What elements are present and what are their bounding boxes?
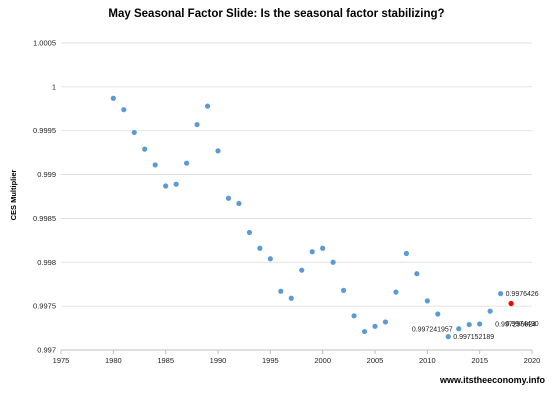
data-point — [330, 259, 336, 265]
data-point — [267, 256, 273, 262]
data-point — [445, 334, 451, 340]
y-tick-label: 1.0005 — [33, 39, 56, 48]
x-tick-label: 1995 — [262, 356, 279, 365]
data-point — [246, 229, 252, 236]
data-point — [110, 95, 116, 101]
data-label: 0.9974430 — [506, 321, 539, 328]
y-tick-label: 0.998 — [37, 258, 56, 267]
data-point — [131, 129, 137, 136]
data-point — [393, 289, 399, 295]
y-tick-label: 0.9985 — [33, 214, 56, 223]
data-point — [508, 300, 514, 307]
data-point — [487, 308, 493, 314]
data-point — [382, 319, 389, 325]
data-point — [435, 311, 441, 317]
data-label: 0.997296824 — [495, 321, 536, 328]
data-point — [414, 271, 420, 277]
data-point — [142, 146, 148, 152]
data-point — [204, 103, 211, 109]
data-point — [288, 295, 294, 301]
x-tick-label: 1985 — [157, 356, 174, 365]
x-tick-label: 2020 — [524, 356, 541, 365]
data-point — [215, 148, 221, 154]
data-point — [299, 267, 305, 273]
data-point — [152, 162, 158, 168]
data-point — [278, 288, 284, 294]
y-tick-label: 0.9975 — [33, 302, 56, 311]
data-point — [121, 107, 127, 113]
y-axis-label: CES Multiplier — [9, 170, 18, 221]
axes: 0.997 0.9975 0.998 0.9985 0.999 0.9995 1 1.0005… — [33, 39, 540, 366]
data-point — [372, 323, 378, 329]
x-tick-label: 1990 — [210, 356, 227, 365]
data-point — [456, 326, 462, 332]
data-point — [341, 287, 347, 293]
data-points — [110, 95, 514, 340]
data-point — [351, 313, 357, 319]
chart-title: May Seasonal Factor Slide: Is the season… — [108, 8, 444, 20]
data-point — [320, 245, 326, 251]
data-point — [403, 250, 409, 257]
y-tick-label: 0.999 — [37, 170, 56, 179]
x-tick-label: 2005 — [367, 356, 384, 365]
data-point — [236, 200, 242, 207]
x-tick-label: 2000 — [314, 356, 331, 365]
gridlines — [61, 42, 532, 307]
watermark: www.itstheeconomy.info — [439, 375, 546, 385]
data-point — [498, 291, 504, 297]
data-point — [163, 183, 169, 189]
annotations: 0.9976426 0.9974430 0.997241957 0.997296824… — [412, 291, 539, 341]
data-label: 0.997241957 — [412, 326, 453, 333]
x-tick-label: 2015 — [471, 356, 488, 365]
x-tick-label: 1980 — [105, 356, 122, 365]
data-point — [424, 298, 430, 304]
data-label: 0.997152189 — [453, 334, 494, 341]
data-point — [257, 245, 263, 251]
data-point — [194, 121, 200, 128]
y-tick-label: 0.997 — [37, 346, 56, 355]
data-point — [184, 160, 190, 166]
y-tick-label: 1 — [52, 82, 56, 91]
x-tick-label: 1975 — [53, 356, 70, 365]
x-tick-label: 2010 — [419, 356, 436, 365]
data-point — [309, 249, 315, 255]
data-point — [173, 181, 179, 187]
data-point — [225, 195, 232, 201]
y-tick-label: 0.9995 — [33, 126, 56, 135]
data-point — [466, 321, 472, 328]
data-label: 0.9976426 — [506, 291, 539, 298]
data-point — [477, 321, 483, 327]
data-point — [361, 328, 368, 335]
